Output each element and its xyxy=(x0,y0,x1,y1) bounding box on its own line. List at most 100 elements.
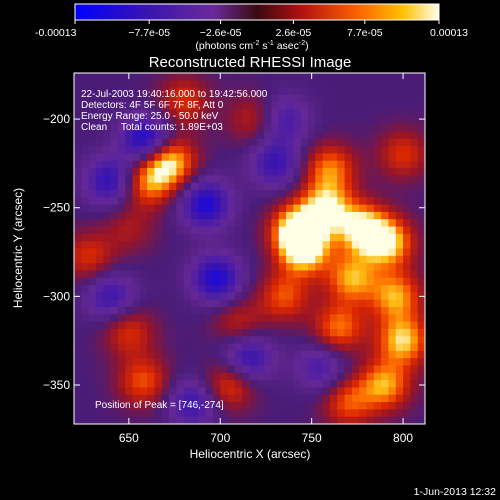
heatmap-cell xyxy=(359,365,368,374)
heatmap-cell xyxy=(176,365,185,374)
heatmap-cell xyxy=(154,182,163,191)
heatmap-cell xyxy=(227,314,236,323)
heatmap-cell xyxy=(337,190,346,198)
heatmap-cell xyxy=(359,73,368,81)
heatmap-cell xyxy=(88,358,97,367)
heatmap-cell xyxy=(125,380,134,389)
heatmap-cell xyxy=(417,153,425,162)
heatmap-cell xyxy=(286,336,294,345)
heatmap-cell xyxy=(351,160,360,169)
heatmap-cell xyxy=(198,358,207,367)
heatmap-cell xyxy=(403,402,411,410)
heatmap-cell xyxy=(403,116,411,125)
heatmap-cell xyxy=(88,102,97,111)
heatmap-cell xyxy=(388,94,397,103)
heatmap-cell xyxy=(410,204,419,213)
heatmap-cell xyxy=(74,138,82,147)
heatmap-cell xyxy=(169,131,177,140)
heatmap-cell xyxy=(249,321,258,330)
heatmap-cell xyxy=(256,299,265,308)
heatmap-cell xyxy=(125,153,134,162)
heatmap-cell xyxy=(329,285,338,293)
heatmap-cell xyxy=(308,138,316,147)
heatmap-cell xyxy=(293,358,302,367)
heatmap-cell xyxy=(191,146,199,155)
heatmap-cell xyxy=(227,328,236,337)
heatmap-cell xyxy=(117,263,126,272)
heatmap-cell xyxy=(154,233,163,242)
heatmap-cell xyxy=(169,116,177,125)
heatmap-cell xyxy=(161,372,170,381)
heatmap-cell xyxy=(95,402,104,410)
heatmap-cell xyxy=(417,241,425,250)
heatmap-cell xyxy=(74,153,82,162)
heatmap-cell xyxy=(81,182,90,191)
heatmap-cell xyxy=(220,292,229,301)
heatmap-cell xyxy=(205,233,214,242)
heatmap-cell xyxy=(256,226,265,235)
heatmap-cell xyxy=(147,241,156,250)
heatmap-cell xyxy=(381,219,390,228)
heatmap-cell xyxy=(278,116,287,125)
heatmap-cell xyxy=(286,387,294,396)
heatmap-cell xyxy=(198,255,207,264)
heatmap-cell xyxy=(212,80,221,89)
heatmap-cell xyxy=(154,394,163,403)
heatmap-cell xyxy=(337,168,346,176)
heatmap-cell xyxy=(271,394,280,403)
heatmap-cell xyxy=(212,102,221,111)
heatmap-cell xyxy=(191,131,199,140)
heatmap-cell xyxy=(117,402,126,410)
heatmap-cell xyxy=(205,182,214,191)
heatmap-cell xyxy=(147,255,156,264)
heatmap-cell xyxy=(212,255,221,264)
heatmap-cell xyxy=(403,387,411,396)
heatmap-cell xyxy=(351,299,360,308)
heatmap-cell xyxy=(308,380,316,389)
heatmap-cell xyxy=(176,270,185,279)
heatmap-cell xyxy=(154,380,163,389)
heatmap-cell xyxy=(125,175,134,184)
heatmap-cell xyxy=(198,372,207,381)
heatmap-cell xyxy=(220,299,229,308)
heatmap-cell xyxy=(366,380,375,389)
heatmap-cell xyxy=(117,124,126,133)
colorbar-tick-label: 2.6e-05 xyxy=(276,27,312,39)
heatmap-cell xyxy=(410,226,419,235)
heatmap-cell xyxy=(308,402,316,410)
heatmap-cell xyxy=(329,380,338,389)
heatmap-cell xyxy=(300,292,309,301)
heatmap-cell xyxy=(286,109,294,118)
heatmap-cell xyxy=(322,299,331,308)
heatmap-cell xyxy=(103,204,112,213)
heatmap-cell xyxy=(403,146,411,155)
heatmap-cell xyxy=(212,372,221,381)
heatmap-cell xyxy=(329,343,338,352)
heatmap-cell xyxy=(74,73,82,81)
heatmap-cell xyxy=(417,285,425,293)
heatmap-cell xyxy=(139,116,148,125)
heatmap-cell xyxy=(117,109,126,118)
heatmap-cell xyxy=(220,270,229,279)
heatmap-cell xyxy=(242,204,251,213)
heatmap-cell xyxy=(308,387,316,396)
heatmap-cell xyxy=(139,146,148,155)
heatmap-cell xyxy=(286,380,294,389)
heatmap-cell xyxy=(242,394,251,403)
heatmap-cell xyxy=(315,182,324,191)
heatmap-cell xyxy=(198,160,207,169)
heatmap-cell xyxy=(381,328,390,337)
heatmap-cell xyxy=(81,402,90,410)
heatmap-cell xyxy=(242,307,251,315)
heatmap-cell xyxy=(220,87,229,96)
heatmap-cell xyxy=(132,380,141,389)
heatmap-cell xyxy=(103,124,112,133)
heatmap-cell xyxy=(256,372,265,381)
heatmap-cell xyxy=(88,270,97,279)
heatmap-cell xyxy=(125,358,134,367)
heatmap-cell xyxy=(373,109,382,118)
heatmap-cell xyxy=(125,197,134,206)
heatmap-cell xyxy=(322,343,331,352)
heatmap-cell xyxy=(161,168,170,176)
heatmap-cell xyxy=(359,233,368,242)
